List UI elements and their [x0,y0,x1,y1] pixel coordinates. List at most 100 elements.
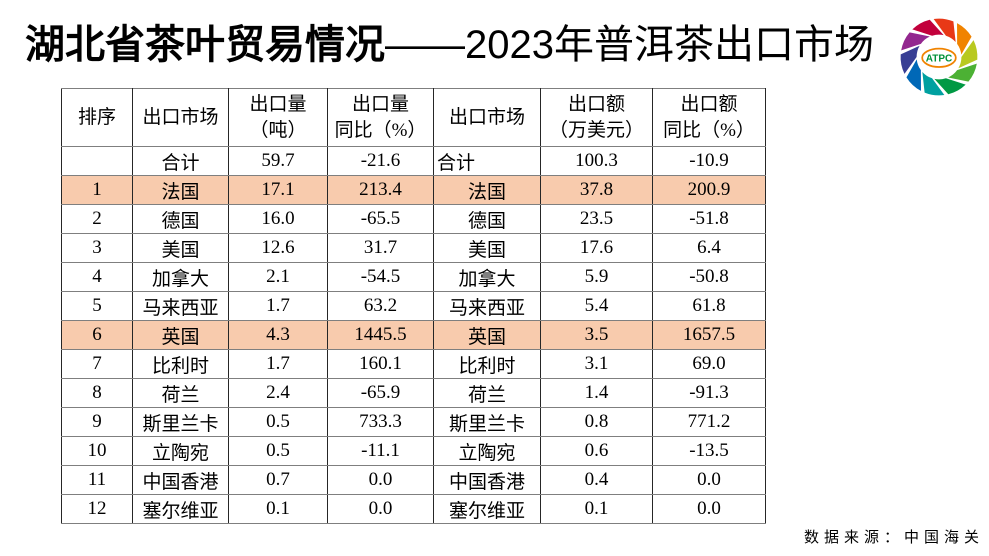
logo-blade [922,71,945,96]
cell-value-yoy: -51.8 [652,204,766,234]
cell-market2: 合计 [433,146,541,176]
cell-volume-yoy: 0.0 [327,494,434,524]
page-title-main: 湖北省茶叶贸易情况 [25,23,385,67]
header-line: 排序 [77,106,116,128]
table-row: 11 中国香港 0.7 0.0 中国香港 0.4 0.0 [61,465,766,495]
cell-volume-yoy: -54.5 [327,262,434,292]
cell-value-yoy: -10.9 [652,146,766,176]
cell-market: 美国 [132,233,229,263]
logo-blade [957,23,972,55]
logo-blade [934,78,966,95]
cell-value: 0.4 [540,465,653,495]
cell-value: 23.5 [540,204,653,234]
cell-rank: 9 [61,407,133,437]
table-row: 合计 59.7 -21.6 合计 100.3 -10.9 [61,146,766,176]
col-header-market: 出口市场 [132,88,229,147]
cell-market2: 马来西亚 [433,291,541,321]
cell-rank: 6 [61,320,133,350]
cell-market: 英国 [132,320,229,350]
cell-volume-yoy: 733.3 [327,407,434,437]
cell-market: 加拿大 [132,262,229,292]
cell-rank [61,146,133,176]
cell-market2: 斯里兰卡 [433,407,541,437]
cell-volume: 4.3 [228,320,328,350]
cell-rank: 7 [61,349,133,379]
cell-market2: 法国 [433,175,541,205]
cell-volume: 2.4 [228,378,328,408]
cell-volume-yoy: 63.2 [327,291,434,321]
cell-market2: 德国 [433,204,541,234]
cell-value-yoy: 200.9 [652,175,766,205]
cell-volume: 0.1 [228,494,328,524]
cell-volume-yoy: -11.1 [327,436,434,466]
cell-rank: 3 [61,233,133,263]
table-row: 4 加拿大 2.1 -54.5 加拿大 5.9 -50.8 [61,262,766,292]
cell-volume: 2.1 [228,262,328,292]
header-line: 同比（%） [334,119,427,141]
table-row: 10 立陶宛 0.5 -11.1 立陶宛 0.6 -13.5 [61,436,766,466]
cell-volume-yoy: -65.5 [327,204,434,234]
table-row: 12 塞尔维亚 0.1 0.0 塞尔维亚 0.1 0.0 [61,494,766,524]
cell-market: 法国 [132,175,229,205]
header-line: 出口市场 [142,106,219,128]
cell-volume-yoy: 1445.5 [327,320,434,350]
cell-market2: 荷兰 [433,378,541,408]
cell-value: 100.3 [540,146,653,176]
cell-value: 0.1 [540,494,653,524]
cell-volume-yoy: 31.7 [327,233,434,263]
cell-value-yoy: 69.0 [652,349,766,379]
cell-value-yoy: -13.5 [652,436,766,466]
data-source-note: 数据来源：中国海关 [803,529,984,546]
cell-volume-yoy: -65.9 [327,378,434,408]
col-header-rank: 排序 [61,88,133,147]
table-row: 2 德国 16.0 -65.5 德国 23.5 -51.8 [61,204,766,234]
logo-blade [901,32,930,51]
cell-value-yoy: 1657.5 [652,320,766,350]
cell-market2: 比利时 [433,349,541,379]
cell-value: 37.8 [540,175,653,205]
cell-rank: 2 [61,204,133,234]
cell-rank: 11 [61,465,133,495]
cell-market: 德国 [132,204,229,234]
logo-text: ATPC [926,53,952,64]
logo-blade [948,63,977,82]
logo-blade [912,19,944,36]
header-line: （万美元） [548,119,644,141]
cell-volume: 0.5 [228,407,328,437]
cell-volume: 1.7 [228,291,328,321]
cell-market: 合计 [132,146,229,176]
table-row: 9 斯里兰卡 0.5 733.3 斯里兰卡 0.8 771.2 [61,407,766,437]
cell-volume-yoy: 213.4 [327,175,434,205]
cell-value-yoy: 6.4 [652,233,766,263]
cell-volume-yoy: 160.1 [327,349,434,379]
header-line: 出口量 [351,93,409,115]
cell-market: 马来西亚 [132,291,229,321]
atpc-logo-icon: ATPC [900,18,978,96]
table-row: 3 美国 12.6 31.7 美国 17.6 6.4 [61,233,766,263]
cell-market: 塞尔维亚 [132,494,229,524]
cell-value: 3.1 [540,349,653,379]
cell-value-yoy: 0.0 [652,465,766,495]
header-line: （吨） [249,119,307,141]
cell-value-yoy: -50.8 [652,262,766,292]
cell-market2: 中国香港 [433,465,541,495]
cell-value-yoy: 61.8 [652,291,766,321]
cell-volume: 1.7 [228,349,328,379]
cell-value: 5.4 [540,291,653,321]
cell-volume: 16.0 [228,204,328,234]
cell-market: 斯里兰卡 [132,407,229,437]
cell-volume: 12.6 [228,233,328,263]
logo-blade [933,18,956,43]
cell-volume-yoy: 0.0 [327,465,434,495]
col-header-volume-yoy: 出口量 同比（%） [327,88,434,147]
cell-market2: 塞尔维亚 [433,494,541,524]
logo-blade [958,40,978,69]
cell-value: 0.8 [540,407,653,437]
header-line: 出口量 [249,93,307,115]
cell-rank: 8 [61,378,133,408]
cell-volume: 17.1 [228,175,328,205]
col-header-market-2: 出口市场 [433,88,541,147]
cell-value: 0.6 [540,436,653,466]
cell-market2: 英国 [433,320,541,350]
